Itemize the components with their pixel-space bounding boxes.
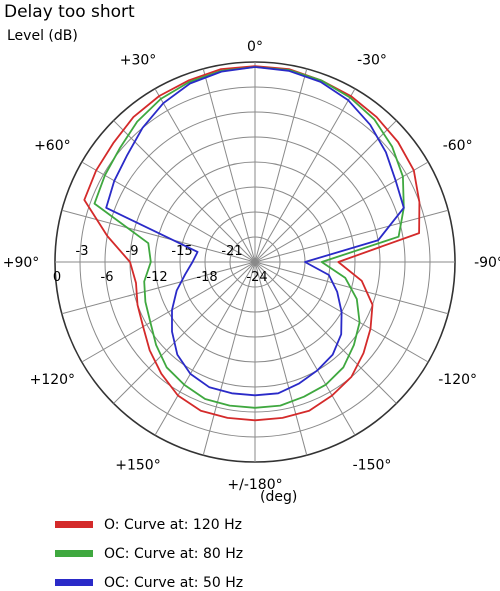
angle-tick-labels: 0° -30° -60° -90° -120° -150° +/-180° +150° +120… xyxy=(3,39,500,493)
ring-tick-label: -3 xyxy=(76,244,89,259)
grid-spoke xyxy=(81,261,256,363)
grid-spoke xyxy=(113,261,256,404)
grid-spoke xyxy=(113,120,256,263)
grid-spoke xyxy=(254,209,449,263)
angle-tick-label: +90° xyxy=(3,255,40,271)
angle-unit-label: (deg) xyxy=(260,489,297,505)
angle-tick-label: -30° xyxy=(357,52,387,68)
series-line xyxy=(83,65,421,422)
legend: O: Curve at: 120 Hz OC: Curve at: 80 Hz OC… xyxy=(55,517,243,591)
legend-label: O: Curve at: 120 Hz xyxy=(104,517,242,533)
legend-swatch xyxy=(55,550,93,557)
grid-spoke xyxy=(61,209,256,263)
ring-tick-label: 0 xyxy=(53,270,61,285)
grid-spoke xyxy=(202,68,256,263)
series-line xyxy=(93,66,405,409)
ring-tick-label: -18 xyxy=(196,270,217,285)
series-line xyxy=(105,66,405,397)
grid-spoke xyxy=(61,261,256,315)
ring-tick-label: -15 xyxy=(171,244,192,259)
grid-spoke xyxy=(202,261,256,456)
legend-label: OC: Curve at: 50 Hz xyxy=(104,575,243,591)
grid-spoke xyxy=(254,88,356,263)
grid-spoke xyxy=(254,120,397,263)
angle-tick-label: -120° xyxy=(438,372,477,388)
angle-tick-label: +/-180° xyxy=(227,477,282,493)
grid-spoke xyxy=(254,261,356,436)
legend-label: OC: Curve at: 80 Hz xyxy=(104,546,243,562)
angle-tick-label: -150° xyxy=(353,458,392,474)
polar-grid xyxy=(54,61,456,463)
ring-tick-label: -24 xyxy=(246,270,267,285)
series-lines xyxy=(83,65,421,422)
angle-tick-label: +120° xyxy=(30,372,75,388)
grid-spoke xyxy=(154,261,256,436)
angle-tick-label: +30° xyxy=(120,52,157,68)
ring-tick-label: -9 xyxy=(126,244,139,259)
grid-spoke xyxy=(81,161,256,263)
ring-tick-label: -21 xyxy=(221,244,242,259)
ring-tick-label: -6 xyxy=(101,270,114,285)
legend-swatch xyxy=(55,579,93,586)
grid-spoke xyxy=(254,261,397,404)
angle-tick-label: +60° xyxy=(34,138,71,154)
grid-spoke xyxy=(254,261,308,456)
legend-swatch xyxy=(55,521,93,528)
angle-tick-label: +150° xyxy=(115,458,160,474)
angle-tick-label: -90° xyxy=(474,255,500,271)
angle-tick-label: 0° xyxy=(247,39,263,55)
ring-tick-labels: 0 -3 -6 -9 -12 -15 -18 -21 -24 xyxy=(53,244,268,285)
grid-spoke xyxy=(154,88,256,263)
grid-spoke xyxy=(254,161,429,263)
grid-spoke xyxy=(254,68,308,263)
chart-title: Delay too short xyxy=(4,2,135,22)
radial-unit-label: Level (dB) xyxy=(7,28,78,44)
angle-tick-label: -60° xyxy=(443,138,473,154)
ring-tick-label: -12 xyxy=(146,270,167,285)
